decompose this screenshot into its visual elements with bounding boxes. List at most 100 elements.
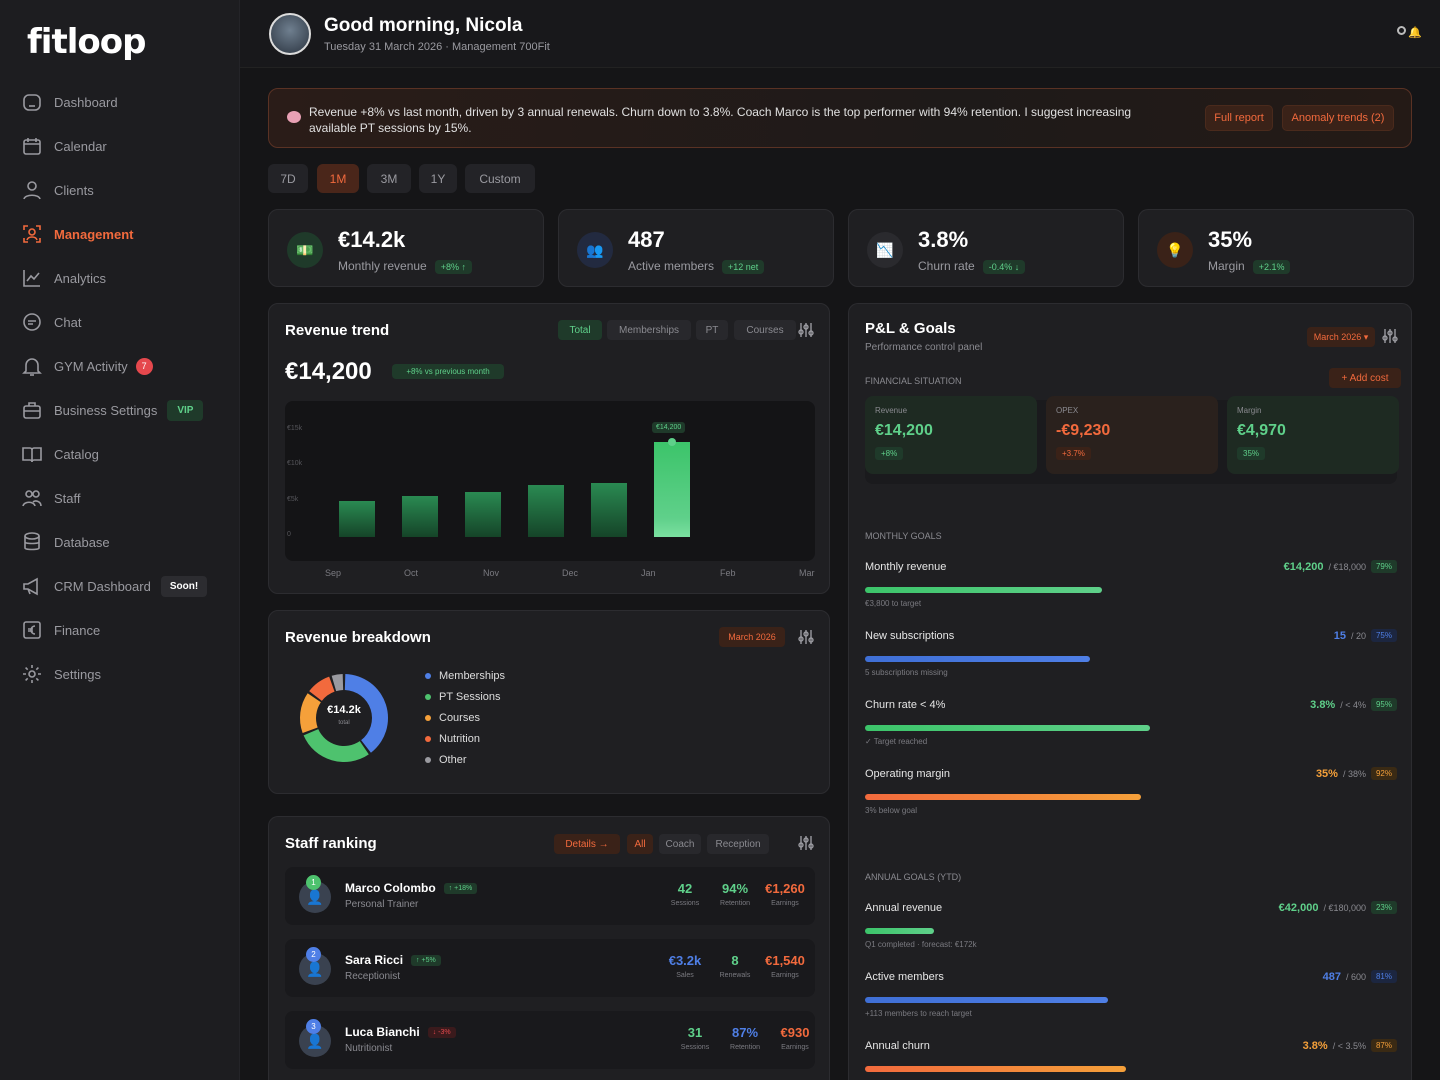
staff-stat-value: 31 <box>687 1025 703 1040</box>
goal-target: / €180,000 <box>1323 902 1366 913</box>
period-1y[interactable]: 1Y <box>419 164 457 193</box>
filter-sliders-icon[interactable] <box>797 628 815 646</box>
staff-row[interactable]: 👤 2 Sara Ricci ↑ +5% Receptionist €3.2k Sales 8… <box>285 939 815 997</box>
fin-box-label: Revenue <box>875 406 908 415</box>
sidebar-item-finance[interactable]: Finance <box>0 608 240 652</box>
filter-sliders-icon[interactable] <box>797 834 815 852</box>
legend-label: Memberships <box>439 670 506 682</box>
top-header: Good morning, Nicola Tuesday 31 March 20… <box>240 0 1440 68</box>
period-3m[interactable]: 3M <box>367 164 411 193</box>
sidebar-item-analytics[interactable]: Analytics <box>0 256 240 300</box>
sidebar-badge: Soon! <box>160 575 208 597</box>
users-icon <box>21 487 43 509</box>
goal-progress-bar <box>865 1066 1126 1072</box>
staff-row[interactable]: 👤 3 Luca Bianchi ↓ -3% Nutritionist 31 Session… <box>285 1011 815 1069</box>
anomaly-trends-button[interactable]: Anomaly trends (2) <box>1282 105 1394 131</box>
period-7d[interactable]: 7D <box>268 164 308 193</box>
donut-center-label: total <box>338 720 350 726</box>
donut-slice-nutrition[interactable] <box>309 676 335 701</box>
sidebar-item-database[interactable]: Database <box>0 520 240 564</box>
legend-item-memberships[interactable]: Memberships <box>425 670 505 682</box>
y-tick-label: €15k <box>287 425 303 432</box>
sidebar-item-catalog[interactable]: Catalog <box>0 432 240 476</box>
sidebar-item-chat[interactable]: Chat <box>0 300 240 344</box>
search-icon[interactable] <box>1397 26 1407 35</box>
sidebar-item-staff[interactable]: Staff <box>0 476 240 520</box>
period-custom[interactable]: Custom <box>465 164 535 193</box>
sidebar-item-clients[interactable]: Clients <box>0 168 240 212</box>
goal-target: / 38% <box>1342 768 1366 779</box>
revenue-bar-nov[interactable] <box>465 492 501 537</box>
sidebar-item-business-settings[interactable]: Business Settings VIP <box>0 388 240 432</box>
tab-pt[interactable]: PT <box>696 320 728 340</box>
fin-box-opex[interactable]: OPEX -€9,230 +3.7% <box>1046 396 1218 474</box>
goal-progress-bar <box>865 997 1108 1003</box>
sidebar-item-calendar[interactable]: Calendar <box>0 124 240 168</box>
filter-reception[interactable]: Reception <box>707 834 769 854</box>
wallet-icon: 💵 <box>287 232 323 268</box>
chart-icon <box>21 267 43 289</box>
staff-name: Luca Bianchi <box>345 1025 420 1039</box>
monthly-goals-label: MONTHLY GOALS <box>865 531 942 541</box>
revenue-bar-oct[interactable] <box>402 495 438 537</box>
y-tick-label: €10k <box>287 460 303 468</box>
staff-stat-label: Retention <box>730 1044 760 1051</box>
donut-slice-memberships[interactable] <box>344 674 388 753</box>
filter-sliders-icon[interactable] <box>1381 327 1399 345</box>
legend-item-other[interactable]: Other <box>425 754 467 766</box>
kpi-badge: +8% ↑ <box>434 259 472 274</box>
period-1m[interactable]: 1M <box>317 164 359 193</box>
goal-value: €14,200 <box>1283 560 1324 573</box>
legend-item-nutrition[interactable]: Nutrition <box>425 733 480 745</box>
donut-slice-other[interactable] <box>331 674 344 692</box>
goal-note: 3% below goal <box>865 806 918 815</box>
x-tick-label: Oct <box>404 568 419 578</box>
tab-courses[interactable]: Courses <box>734 320 796 340</box>
breakdown-month-chip[interactable]: March 2026 <box>719 627 785 647</box>
staff-row[interactable]: 👤 1 Marco Colombo ↑ +18% Personal Trainer 42 S… <box>285 867 815 925</box>
sidebar-nav: Dashboard Calendar Clients Management Analyt… <box>0 80 240 696</box>
fin-box-value: €14,200 <box>875 422 933 439</box>
pl-title: P&L & Goals <box>865 320 956 337</box>
sidebar-item-crm-dashboard[interactable]: CRM Dashboard Soon! <box>0 564 240 608</box>
pl-month-dropdown[interactable]: March 2026 ▾ <box>1307 327 1375 347</box>
goal-name: Monthly revenue <box>865 561 947 573</box>
fin-box-badge: +3.7% <box>1056 447 1091 460</box>
tab-memberships[interactable]: Memberships <box>607 320 691 340</box>
legend-dot <box>425 673 431 679</box>
fin-box-margin[interactable]: Margin €4,970 35% <box>1227 396 1399 474</box>
donut-slice-pt-sessions[interactable] <box>303 729 369 762</box>
revenue-bar-highlight[interactable] <box>654 441 690 537</box>
filter-sliders-icon[interactable] <box>797 321 815 339</box>
add-cost-button[interactable]: + Add cost <box>1329 368 1401 388</box>
donut-slice-courses[interactable] <box>300 693 321 733</box>
ai-insight-text: Revenue +8% vs last month, driven by 3 a… <box>309 105 1132 135</box>
filter-all[interactable]: All <box>627 834 653 854</box>
revenue-bar-sep[interactable] <box>339 501 375 537</box>
filter-coach[interactable]: Coach <box>659 834 701 854</box>
tab-total[interactable]: Total <box>558 320 602 340</box>
kpi-value: 3.8% <box>918 227 969 252</box>
revenue-bar-dec[interactable] <box>528 485 564 537</box>
briefcase-icon <box>21 399 43 421</box>
euro-icon <box>21 619 43 641</box>
fin-box-revenue[interactable]: Revenue €14,200 +8% <box>865 396 1037 474</box>
sidebar-item-label: Database <box>54 534 110 550</box>
home-icon <box>21 91 43 113</box>
sidebar-item-gym-activity[interactable]: GYM Activity 7 <box>0 344 240 388</box>
app-logo[interactable]: fitloop <box>27 22 146 62</box>
full-report-button[interactable]: Full report <box>1205 105 1273 131</box>
staff-details-button[interactable]: Details → <box>554 834 620 854</box>
sidebar-item-dashboard[interactable]: Dashboard <box>0 80 240 124</box>
revenue-bar-jan[interactable] <box>591 482 627 537</box>
notification-bell-icon[interactable]: 🔔 <box>1408 27 1422 39</box>
goal-value: €42,000 <box>1278 901 1319 914</box>
kpi-card-active-members: 👥 487 Active members +12 net <box>558 209 834 287</box>
legend-item-courses[interactable]: Courses <box>425 712 480 724</box>
sidebar-item-settings[interactable]: Settings <box>0 652 240 696</box>
user-avatar[interactable] <box>269 13 311 55</box>
legend-item-pt-sessions[interactable]: PT Sessions <box>425 691 501 703</box>
goal-note: €3,800 to target <box>865 599 922 608</box>
sidebar-item-management[interactable]: Management <box>0 212 240 256</box>
kpi-value: 487 <box>628 227 665 252</box>
